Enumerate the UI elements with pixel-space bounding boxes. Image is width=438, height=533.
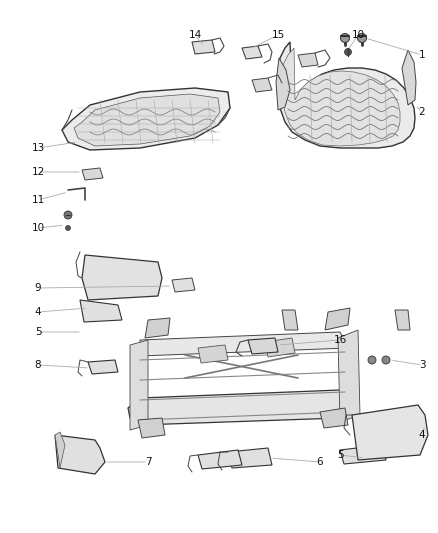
Polygon shape [128,390,350,425]
Polygon shape [325,308,350,330]
Circle shape [340,34,350,43]
Polygon shape [265,338,295,357]
Text: 11: 11 [32,195,45,205]
Text: 4: 4 [419,430,425,440]
Text: 1: 1 [419,50,425,60]
Polygon shape [140,332,348,356]
Text: 6: 6 [317,457,323,467]
Polygon shape [338,330,360,422]
Polygon shape [298,53,318,67]
Polygon shape [282,310,298,330]
Polygon shape [228,448,272,468]
Text: 14: 14 [188,30,201,40]
Polygon shape [74,94,220,146]
Polygon shape [278,42,415,148]
Text: 2: 2 [419,107,425,117]
Polygon shape [55,435,105,474]
Text: 10: 10 [32,223,45,233]
Polygon shape [62,88,230,150]
Polygon shape [145,318,170,338]
Text: 13: 13 [32,143,45,153]
Text: 5: 5 [35,327,41,337]
Polygon shape [320,408,348,428]
Circle shape [382,356,390,364]
Text: 5: 5 [337,450,343,460]
Polygon shape [352,405,428,460]
Polygon shape [242,46,262,59]
Polygon shape [82,255,162,300]
Polygon shape [276,58,290,110]
Text: 7: 7 [145,457,151,467]
Circle shape [345,49,352,55]
Circle shape [66,225,71,230]
Polygon shape [395,310,410,330]
Polygon shape [80,300,122,322]
Polygon shape [340,445,386,464]
Polygon shape [88,360,118,374]
Text: 12: 12 [32,167,45,177]
Polygon shape [402,50,416,105]
Polygon shape [248,338,278,354]
Polygon shape [138,418,165,438]
Polygon shape [82,168,103,180]
Polygon shape [282,48,400,146]
Text: 4: 4 [35,307,41,317]
Text: 9: 9 [35,283,41,293]
Polygon shape [130,340,148,430]
Text: 15: 15 [272,30,285,40]
Text: 3: 3 [419,360,425,370]
Circle shape [64,211,72,219]
Polygon shape [55,432,65,468]
Circle shape [357,34,367,43]
Text: 16: 16 [333,335,346,345]
Polygon shape [198,450,242,469]
Polygon shape [252,78,272,92]
Polygon shape [192,40,215,54]
Polygon shape [198,345,228,363]
Polygon shape [172,278,195,292]
Text: 10: 10 [351,30,364,40]
Text: 8: 8 [35,360,41,370]
Circle shape [368,356,376,364]
